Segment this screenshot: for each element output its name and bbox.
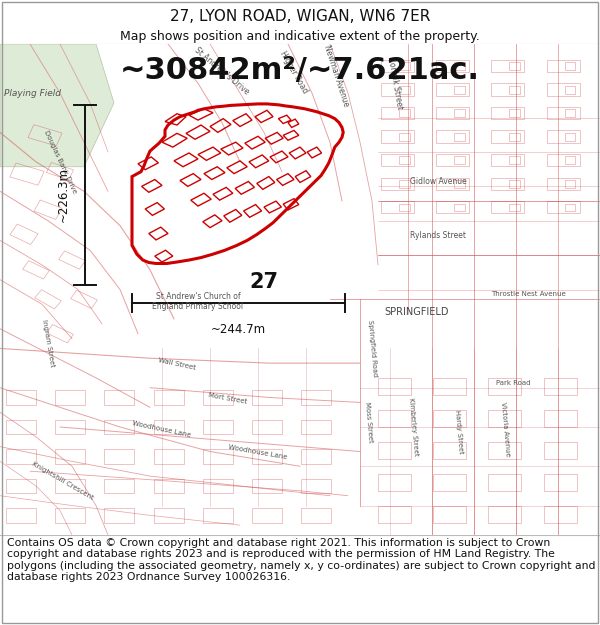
Text: Mort Street: Mort Street [208,392,248,405]
Text: ~244.7m: ~244.7m [211,323,266,336]
Text: Victoria Avenue: Victoria Avenue [500,402,511,457]
Text: 27, LYON ROAD, WIGAN, WN6 7ER: 27, LYON ROAD, WIGAN, WN6 7ER [170,9,430,24]
Text: ~226.3m: ~226.3m [57,168,70,222]
Text: Rylands Street: Rylands Street [410,231,466,240]
Text: Norfolk Street: Norfolk Street [386,56,404,111]
Text: 27: 27 [250,272,278,292]
Text: ~30842m²/~7.621ac.: ~30842m²/~7.621ac. [120,56,480,85]
Text: Woodhouse Lane: Woodhouse Lane [132,420,192,439]
Text: Gidlow Avenue: Gidlow Avenue [410,177,466,186]
Text: Springfield Road: Springfield Road [367,320,377,377]
Text: SPRINGFIELD: SPRINGFIELD [385,307,449,317]
Text: Moss Street: Moss Street [364,401,374,442]
Polygon shape [0,44,114,167]
Text: Woodhouse Lane: Woodhouse Lane [228,444,288,461]
Text: Newman Avenue: Newman Avenue [322,44,350,108]
Text: St Andrew's Drive: St Andrew's Drive [193,46,251,96]
Text: Contains OS data © Crown copyright and database right 2021. This information is : Contains OS data © Crown copyright and d… [7,538,596,582]
Text: Knightshill Crescent: Knightshill Crescent [31,461,95,501]
Text: Ingram Street: Ingram Street [41,319,55,368]
Text: Kimberley Street: Kimberley Street [409,398,419,456]
Text: Playing Field: Playing Field [5,89,62,98]
Text: Hardy Street: Hardy Street [454,409,464,454]
Text: Wall Street: Wall Street [158,357,196,371]
Text: Douglas Bank Drive: Douglas Bank Drive [43,129,77,194]
Text: St Andrew's Church of
England Primary School: St Andrew's Church of England Primary Sc… [152,292,244,311]
Text: Throstle Nest Avenue: Throstle Nest Avenue [491,291,565,297]
Text: Park Road: Park Road [496,380,530,386]
Text: Higher Road: Higher Road [278,50,310,95]
Text: Map shows position and indicative extent of the property.: Map shows position and indicative extent… [120,30,480,43]
